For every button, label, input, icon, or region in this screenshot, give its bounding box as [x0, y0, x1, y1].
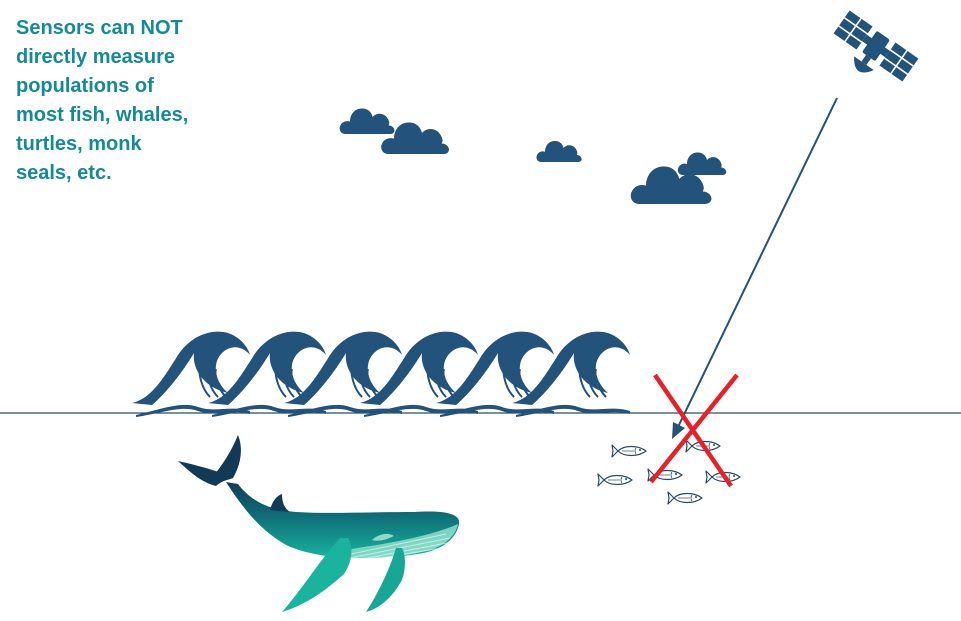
caption-line: most fish, whales, — [16, 104, 189, 126]
sensor-caption: Sensors can NOT directly measure populat… — [16, 14, 216, 188]
cloud-icon — [677, 152, 727, 175]
cloud-icon — [339, 108, 395, 134]
fish-icon — [597, 473, 633, 487]
wave-icon — [512, 331, 630, 417]
whale-icon — [178, 435, 460, 612]
caption-line: turtles, monk — [16, 133, 142, 155]
fish-icon — [611, 444, 647, 458]
caption-line: seals, etc. — [16, 162, 112, 184]
cloud-icon — [536, 140, 582, 162]
wave-icon — [132, 331, 250, 417]
satellite-sensor-line — [672, 97, 838, 439]
wave-row — [132, 331, 630, 417]
satellite-icon — [833, 10, 919, 82]
wave-icon — [208, 331, 326, 417]
red-x-icon — [649, 373, 739, 488]
caption-line: populations of — [16, 75, 154, 97]
caption-line: Sensors can NOT — [16, 17, 183, 39]
caption-line: directly measure — [16, 46, 175, 68]
sensor-arrowhead — [672, 422, 685, 439]
fish-icon — [667, 491, 703, 505]
